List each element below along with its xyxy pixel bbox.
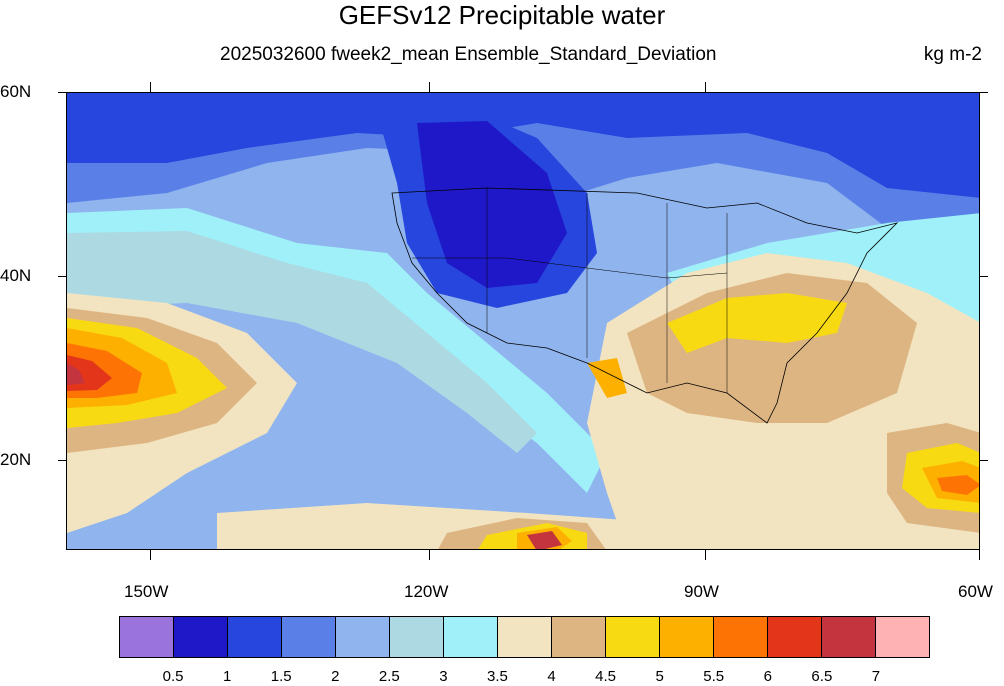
lon-tick-top-120w xyxy=(429,82,430,92)
lat-label-20n: 20N xyxy=(0,450,32,469)
lon-label-120w: 120W xyxy=(404,582,449,601)
contour-1-core xyxy=(417,121,567,288)
lat-tick-right-40n xyxy=(980,276,988,277)
units-label: kg m-2 xyxy=(923,44,982,65)
colorbar-swatch xyxy=(714,617,768,657)
state-borders xyxy=(412,188,728,393)
colorbar-tick-label: 3 xyxy=(439,668,448,685)
colorbar-swatch xyxy=(876,617,929,657)
colorbar-legend xyxy=(119,616,930,658)
lon-label-150w: 150W xyxy=(124,582,169,601)
lat-tick-60n xyxy=(58,92,66,93)
lat-tick-right-20n xyxy=(980,460,988,461)
colorbar-tick-label: 5.5 xyxy=(703,668,725,685)
colorbar-tick-label: 7 xyxy=(871,668,881,685)
us-outline xyxy=(391,187,899,424)
colorbar-tick-label: 2 xyxy=(331,668,340,685)
colorbar-swatch xyxy=(822,617,876,657)
lon-tick-90w xyxy=(705,550,706,560)
colorbar-swatch xyxy=(390,617,444,657)
colorbar-tick-label: 2.5 xyxy=(378,668,400,685)
colorbar-swatch xyxy=(228,617,282,657)
lon-tick-top-90w xyxy=(705,82,706,92)
colorbar-tick-label: 4 xyxy=(547,668,556,685)
lat-label-40n: 40N xyxy=(0,266,32,285)
contour-6-atlantic xyxy=(937,475,979,495)
contour-6-5-south xyxy=(527,531,562,549)
colorbar-tick-label: 6 xyxy=(763,668,772,685)
colorbar-swatch xyxy=(768,617,822,657)
colorbar-swatch xyxy=(552,617,606,657)
colorbar-tick-label: 4.5 xyxy=(595,668,617,685)
lon-tick-top-150w xyxy=(150,82,151,92)
precipitable-water-map xyxy=(66,92,980,550)
contour-3-pacific xyxy=(67,231,537,453)
map-title: GEFSv12 Precipitable water xyxy=(338,0,666,30)
contour-1-5-north xyxy=(67,93,979,198)
lon-tick-150w xyxy=(150,550,151,560)
colorbar-swatch xyxy=(660,617,714,657)
lon-tick-60w xyxy=(979,550,980,560)
lon-tick-120w xyxy=(429,550,430,560)
colorbar-swatch xyxy=(174,617,228,657)
contour-field xyxy=(67,93,979,549)
colorbar-tick-label: 5 xyxy=(655,668,664,685)
colorbar-swatch xyxy=(444,617,498,657)
lon-label-60w: 60W xyxy=(958,582,993,601)
lat-label-60n: 60N xyxy=(0,82,32,101)
lat-tick-right-60n xyxy=(980,92,988,93)
colorbar-tick-label: 6.5 xyxy=(811,668,833,685)
contour-5-east xyxy=(667,293,847,353)
colorbar-swatch xyxy=(120,617,174,657)
contour-7-pacific xyxy=(67,363,85,385)
map-subtitle: 2025032600 fweek2_mean Ensemble_Standard… xyxy=(220,44,717,65)
colorbar-swatch xyxy=(498,617,552,657)
lat-tick-20n xyxy=(58,460,66,461)
colorbar-swatch xyxy=(606,617,660,657)
colorbar-tick-label: 3.5 xyxy=(487,668,508,685)
colorbar-tick-label: 1.5 xyxy=(270,668,292,685)
lat-tick-40n xyxy=(58,276,66,277)
contour-2-north xyxy=(67,93,979,302)
colorbar-swatch xyxy=(336,617,390,657)
colorbar-tick-label: 1 xyxy=(222,668,232,685)
lon-label-90w: 90W xyxy=(684,582,719,601)
colorbar-tick-label: 0.5 xyxy=(162,668,184,685)
colorbar-swatch xyxy=(282,617,336,657)
